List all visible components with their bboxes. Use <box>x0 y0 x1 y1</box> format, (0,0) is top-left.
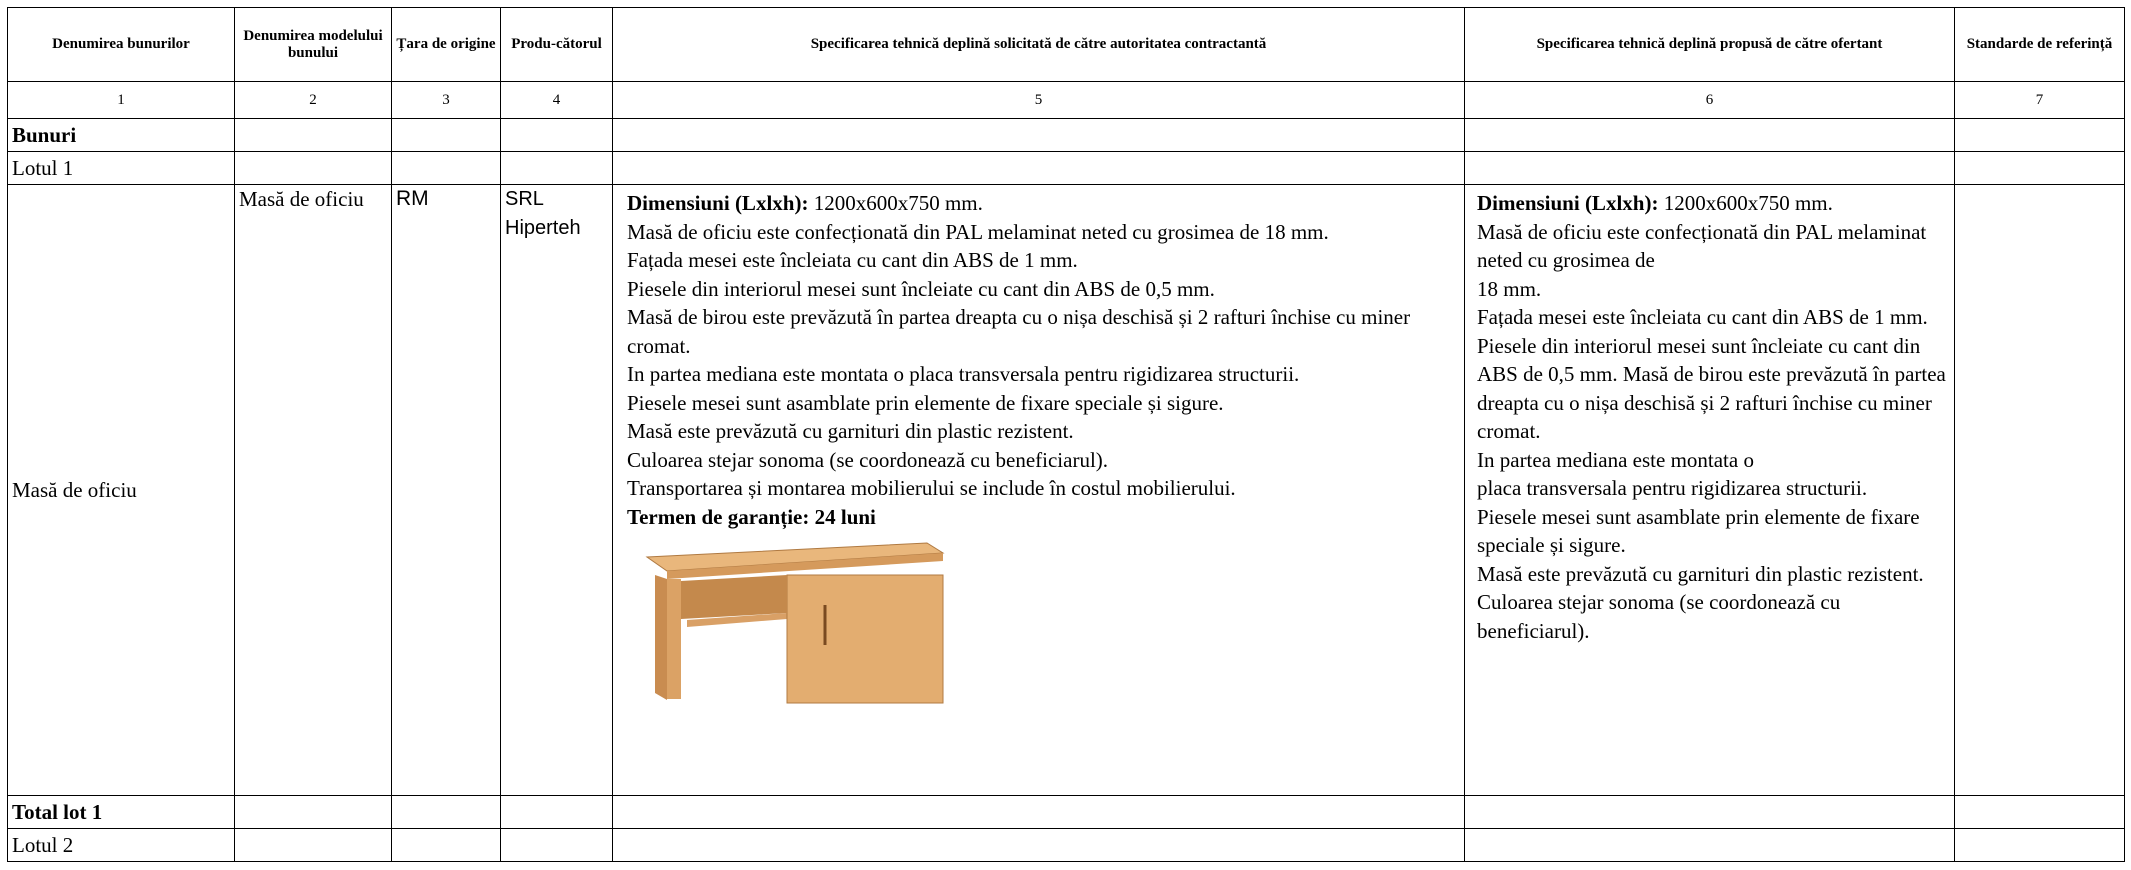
item-name-text: Masă de oficiu <box>12 477 137 502</box>
dimensions: Dimensiuni (Lxlxh): 1200x600x750 mm. <box>627 189 1460 218</box>
spec-line: Piesele din interiorul mesei sunt înclei… <box>627 276 1215 301</box>
spec-line: Fațada mesei este încleiata cu cant din … <box>1477 305 1928 329</box>
cell <box>1954 795 2125 829</box>
producer-text: SRL Hiperteh <box>505 188 581 239</box>
column-header: Denumirea bunurilor <box>7 7 235 82</box>
standards <box>1954 184 2125 796</box>
spec-line: Fațada mesei este încleiata cu cant din … <box>627 248 1078 272</box>
cell <box>234 795 392 829</box>
spec-table: Denumirea bunurilor Denumirea modelului b… <box>7 7 2125 862</box>
spec-line: 18 mm. <box>1477 276 1542 301</box>
spec-line: Masă este prevăzută cu garnituri din pla… <box>1477 561 1924 586</box>
cell <box>1464 795 1955 829</box>
spec-line: Piesele mesei sunt asamblate prin elemen… <box>1477 504 1920 558</box>
cell <box>612 795 1465 829</box>
cell <box>234 151 392 185</box>
dimensions: Dimensiuni (Lxlxh): 1200x600x750 mm. <box>1477 189 1950 218</box>
column-number: 2 <box>234 81 392 119</box>
spec-line: Piesele din interiorul mesei sunt înclei… <box>1477 333 1946 444</box>
column-header: Standarde de referință <box>1954 7 2125 82</box>
model: Masă de oficiu <box>234 184 392 796</box>
column-number: 5 <box>612 81 1465 119</box>
spec-line: Culoarea stejar sonoma (se coordonează c… <box>627 447 1109 472</box>
requested-text: Dimensiuni (Lxlxh): 1200x600x750 mm. Masă… <box>617 186 1460 795</box>
offered-text: Dimensiuni (Lxlxh): 1200x600x750 mm. Masă… <box>1469 186 1950 792</box>
cell <box>1954 828 2125 862</box>
column-header: Specificarea tehnică deplină propusă de … <box>1464 7 1955 82</box>
origin: RM <box>391 184 501 796</box>
dimensions-value: 1200x600x750 mm. <box>1663 191 1833 215</box>
spec-line: Masă de birou este prevăzută în partea d… <box>627 305 1411 358</box>
spec-line: Masă de oficiu este confecționată din PA… <box>1477 219 1927 273</box>
column-number: 7 <box>1954 81 2125 119</box>
cell <box>391 118 501 152</box>
origin-text: RM <box>396 187 429 210</box>
warranty: Termen de garanție: 24 luni <box>627 504 876 529</box>
cell <box>612 118 1465 152</box>
column-number: 1 <box>7 81 235 119</box>
item-name: Masă de oficiu <box>7 184 235 796</box>
dimensions-label: Dimensiuni (Lxlxh): <box>1477 191 1659 215</box>
column-number: 4 <box>500 81 613 119</box>
column-number: 3 <box>391 81 501 119</box>
requested-spec: Dimensiuni (Lxlxh): 1200x600x750 mm. Masă… <box>612 184 1465 796</box>
cell <box>500 795 613 829</box>
offered-spec: Dimensiuni (Lxlxh): 1200x600x750 mm. Masă… <box>1464 184 1955 796</box>
desk-image <box>645 542 945 704</box>
cell <box>1464 118 1955 152</box>
cell <box>1464 828 1955 862</box>
spec-line: Masă este prevăzută cu garnituri din pla… <box>627 419 1074 443</box>
column-header: Produ-cătorul <box>500 7 613 82</box>
lot: Lotul 2 <box>7 828 235 862</box>
cell <box>1954 151 2125 185</box>
column-number: 6 <box>1464 81 1955 119</box>
spec-line: Culoarea stejar sonoma (se coordonează c… <box>1477 590 1841 643</box>
cell <box>500 828 613 862</box>
cell <box>1954 118 2125 152</box>
cell <box>500 151 613 185</box>
spec-line: Masă de oficiu este confecționată din PA… <box>627 219 1329 244</box>
total: Total lot 1 <box>7 795 235 829</box>
spec-line: Piesele mesei sunt asamblate prin elemen… <box>627 390 1224 415</box>
section: Bunuri <box>7 118 235 152</box>
cell <box>391 828 501 862</box>
cell <box>612 151 1465 185</box>
column-header: Specificarea tehnică deplină solicitată … <box>612 7 1465 82</box>
spec-line: In partea mediana este montata o placa t… <box>627 362 1300 386</box>
column-header: Denumirea modelului bunului <box>234 7 392 82</box>
cell <box>1464 151 1955 185</box>
spec-line: Transportarea și montarea mobilierului s… <box>627 476 1236 500</box>
dimensions-value: 1200x600x750 mm. <box>813 191 983 215</box>
spec-line: placa transversala pentru rigidizarea st… <box>1477 476 1868 500</box>
cell <box>234 118 392 152</box>
producer: SRL Hiperteh <box>500 184 613 796</box>
model-text: Masă de oficiu <box>239 187 364 211</box>
dimensions-label: Dimensiuni (Lxlxh): <box>627 191 809 215</box>
spec-line: In partea mediana este montata o <box>1477 447 1754 472</box>
cell <box>391 151 501 185</box>
cell <box>612 828 1465 862</box>
cell <box>234 828 392 862</box>
cell <box>391 795 501 829</box>
cell <box>500 118 613 152</box>
lot: Lotul 1 <box>7 151 235 185</box>
column-header: Țara de origine <box>391 7 501 82</box>
